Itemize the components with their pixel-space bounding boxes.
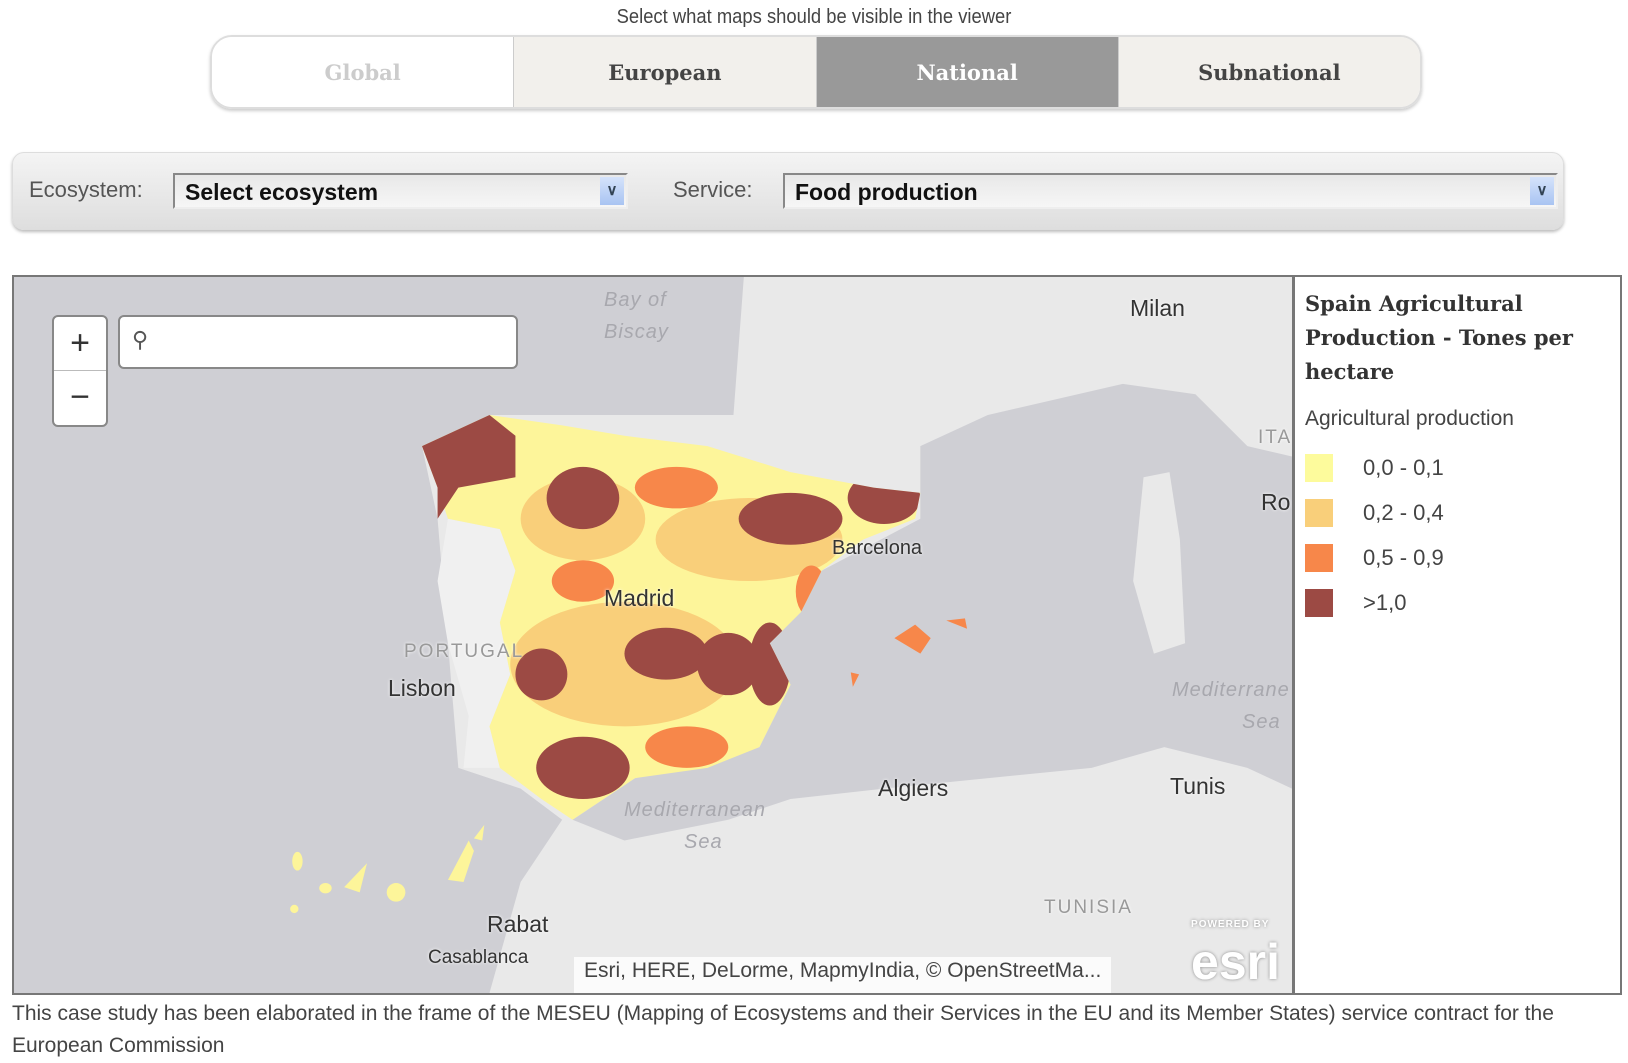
map-canvas[interactable]: + − ⚲ Bay of Biscay Milan ITA Ro Barcelo… [14,277,1295,993]
atlantic-ocean [14,277,744,993]
map-viewer: + − ⚲ Bay of Biscay Milan ITA Ro Barcelo… [12,275,1622,995]
tab-european[interactable]: European [513,37,816,107]
legend-swatch [1305,453,1333,482]
ecosystem-select[interactable]: Select ecosystem ∨ [173,173,628,209]
footer-note: This case study has been elaborated in t… [12,1002,1554,1057]
map-label: Sea [684,831,723,853]
service-value: Food production [795,179,978,205]
tab-subnational[interactable]: Subnational [1117,37,1420,107]
service-label: Service: [673,177,753,202]
filter-toolbar: Ecosystem: Select ecosystem ∨ Service: F… [12,152,1564,230]
legend-label: 0,0 - 0,1 [1363,454,1444,480]
galicia-region [422,415,516,519]
legend-item: 0,2 - 0,4 [1305,490,1625,535]
esri-logo[interactable]: POWERED BY esri [1191,919,1280,990]
map-label: Tunis [1170,773,1226,799]
ecosystem-value: Select ecosystem [185,179,379,205]
map-label: Milan [1130,295,1185,321]
mediterranean-sea [572,383,1292,841]
map-label: Biscay [604,321,669,343]
production-patches [510,466,921,799]
legend-swatch [1305,498,1333,527]
legend-item: 0,0 - 0,1 [1305,445,1625,490]
map-legend: Spain Agricultural Production - Tones pe… [1295,277,1628,1013]
map-label: ITA [1258,427,1293,448]
map-label: Lisbon [388,675,456,701]
map-label: Bay of [604,289,667,311]
map-label: Casablanca [428,947,529,968]
search-icon: ⚲ [132,327,149,352]
ecosystem-label: Ecosystem: [29,177,143,202]
search-input[interactable] [165,325,499,357]
legend-subtitle: Agricultural production [1305,407,1514,430]
zoom-out-button[interactable]: − [70,378,90,416]
map-label: Algiers [878,775,949,801]
map-label: TUNISIA [1044,897,1133,918]
canary-islands [290,824,485,914]
zoom-in-button[interactable]: + [54,317,106,371]
map-label: Mediterranean [624,799,766,821]
legend-label: >1,0 [1363,589,1407,615]
map-scope-tabs: Global European National Subnational [210,35,1422,109]
map-attribution: Esri, HERE, DeLorme, MapmyIndia, © OpenS… [574,957,1112,993]
map-search: ⚲ [118,315,518,369]
chevron-down-icon[interactable]: ∨ [1530,177,1554,205]
legend-label: 0,2 - 0,4 [1363,499,1444,525]
legend-label: 0,5 - 0,9 [1363,544,1444,570]
legend-item: >1,0 [1305,580,1625,625]
basemap [14,277,1292,993]
chevron-down-icon[interactable]: ∨ [600,177,624,205]
service-select[interactable]: Food production ∨ [783,173,1558,209]
map-label: Mediterrane [1172,679,1290,701]
legend-title: Spain Agricultural Production - Tones pe… [1305,291,1573,384]
balearic-islands [850,618,968,687]
zoom-control: + − [52,315,108,427]
instruction-text: Select what maps should be visible in th… [616,6,1012,28]
tab-global[interactable]: Global [212,37,514,107]
map-label: Madrid [604,585,675,611]
legend-swatch [1305,543,1333,572]
portugal-land [437,518,516,768]
map-label: Sea [1242,711,1281,733]
tab-national[interactable]: National [815,37,1118,107]
legend-swatch [1305,588,1333,617]
map-label: Barcelona [832,537,923,559]
legend-item: 0,5 - 0,9 [1305,535,1625,580]
sardinia-corsica [1133,472,1186,654]
map-label: Ro [1261,489,1291,515]
map-label: Rabat [487,911,549,937]
map-label: PORTUGAL [404,641,525,662]
